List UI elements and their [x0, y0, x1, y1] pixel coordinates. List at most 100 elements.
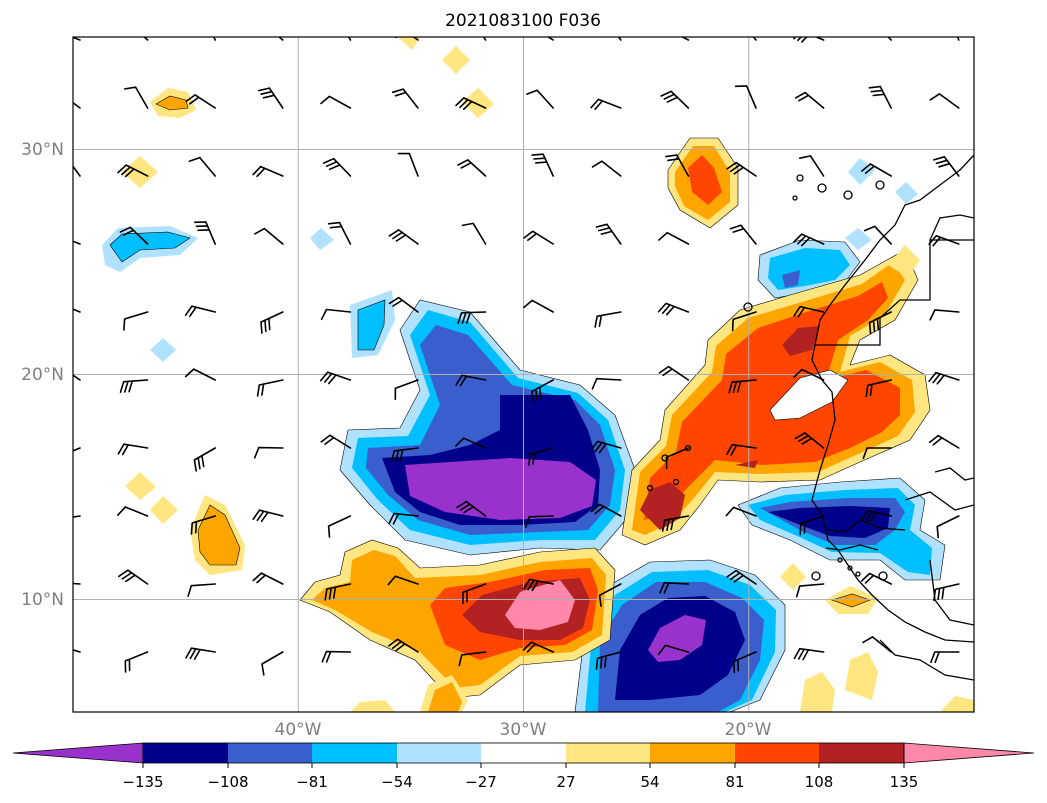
- map-title: 2021083100 F036: [445, 11, 601, 31]
- positive-anomaly-region-small: [155, 95, 189, 111]
- wind-barb: [860, 509, 892, 523]
- positive-anomaly-region-small: [800, 672, 835, 712]
- wind-barb: [184, 305, 216, 318]
- colorbar-segment: [735, 743, 819, 763]
- wind-barb: [522, 641, 554, 653]
- wind-barb: [523, 578, 554, 592]
- colorbar-segment: [312, 743, 397, 763]
- colorbar-segment: [228, 743, 312, 763]
- map-frame: [72, 36, 975, 713]
- positive-anomaly-region-small: [888, 245, 920, 278]
- wind-barb: [591, 377, 622, 390]
- colorbar-tick-label: −108: [207, 773, 248, 791]
- wind-barb: [184, 368, 216, 381]
- wind-barb: [73, 37, 81, 41]
- wind-barb: [659, 581, 690, 594]
- wind-barb: [523, 230, 554, 245]
- wind-barb: [725, 506, 757, 517]
- positive-anomaly-region-small: [780, 563, 806, 590]
- wind-barb: [863, 225, 892, 245]
- wind-barb: [729, 224, 757, 245]
- colorbar-tick-label: 108: [805, 773, 834, 791]
- wind-barb: [794, 432, 825, 449]
- wind-barb: [117, 506, 149, 517]
- wind-barb: [933, 156, 960, 177]
- negative-anomaly-region-northeast: [782, 270, 800, 288]
- lat-label-20n: 20°N: [21, 365, 64, 385]
- colorbar-segment: [143, 743, 228, 763]
- wind-barb: [794, 91, 825, 109]
- wind-barb: [256, 379, 284, 397]
- wind-barb: [252, 509, 284, 523]
- positive-anomaly-hole: [769, 369, 849, 421]
- gridlines: [73, 37, 974, 712]
- wind-barb: [457, 311, 487, 325]
- wind-barb: [457, 159, 487, 177]
- positive-anomaly-region-small: [940, 696, 974, 712]
- wind-barb: [117, 164, 149, 178]
- positive-anomaly-region-south-tail: [350, 700, 395, 712]
- wind-barb: [661, 515, 690, 532]
- wind-barb: [257, 87, 284, 109]
- wind-barb: [73, 165, 81, 177]
- wind-barb: [595, 651, 622, 670]
- wind-barb: [73, 649, 81, 653]
- wind-barb: [252, 572, 284, 585]
- wind-barb: [458, 651, 487, 667]
- colorbar-segment: [819, 743, 904, 763]
- positive-anomaly-region-south-tail: [428, 682, 462, 712]
- wind-barb: [456, 500, 487, 517]
- wind-barb: [388, 638, 419, 653]
- positive-anomaly-region-south: [505, 580, 575, 630]
- wind-barb: [261, 651, 284, 676]
- wind-barb: [119, 379, 149, 393]
- wind-barb: [118, 569, 149, 585]
- colorbar-ticks: [142, 763, 905, 768]
- positive-anomaly-region-small: [398, 37, 420, 50]
- wind-barb: [930, 651, 960, 664]
- wind-barb: [123, 86, 149, 109]
- wind-barb: [726, 569, 757, 585]
- colorbar-extend-high: [903, 742, 1035, 764]
- wind-barb: [868, 85, 892, 109]
- positive-anomaly-region-small: [150, 496, 178, 524]
- negative-anomaly-region-small: [150, 338, 176, 362]
- wind-barb: [526, 89, 554, 109]
- wind-barb: [795, 583, 825, 598]
- wind-barb: [799, 515, 825, 536]
- wind-barb: [657, 644, 690, 655]
- wind-barb: [531, 379, 554, 403]
- wind-barb: [799, 155, 825, 177]
- colorbar-segment: [650, 743, 735, 763]
- wind-barb: [253, 446, 284, 459]
- wind-barb: [193, 447, 216, 472]
- wind-barb: [117, 443, 149, 456]
- wind-barb: [73, 240, 81, 245]
- wind-barb: [523, 299, 554, 313]
- wind-barb: [861, 163, 892, 177]
- wind-barb: [185, 647, 216, 660]
- islands: [646, 174, 888, 581]
- wind-barb: [726, 161, 757, 177]
- colorbar-tick-label: −81: [296, 773, 328, 791]
- positive-anomaly-region-band: [735, 460, 758, 468]
- wind-barb: [524, 515, 554, 529]
- colorbar-extend-low: [12, 742, 144, 764]
- wind-barb: [658, 231, 690, 245]
- wind-barb: [929, 93, 960, 109]
- wind-barb: [793, 647, 825, 661]
- wind-barb: [320, 434, 352, 449]
- wind-barb: [319, 371, 352, 385]
- wind-barb: [388, 229, 419, 245]
- negative-anomaly-region-west: [109, 231, 191, 263]
- wind-barb: [390, 447, 419, 463]
- negative-anomaly-region-central: [405, 458, 596, 520]
- contour-fill-layer: [102, 37, 974, 712]
- lon-label-20w: 20°W: [725, 720, 772, 740]
- wind-barb: [397, 152, 419, 177]
- wind-barb: [252, 165, 284, 178]
- wind-barb: [320, 95, 352, 109]
- wind-barb: [73, 447, 81, 452]
- wind-barb: [194, 221, 216, 245]
